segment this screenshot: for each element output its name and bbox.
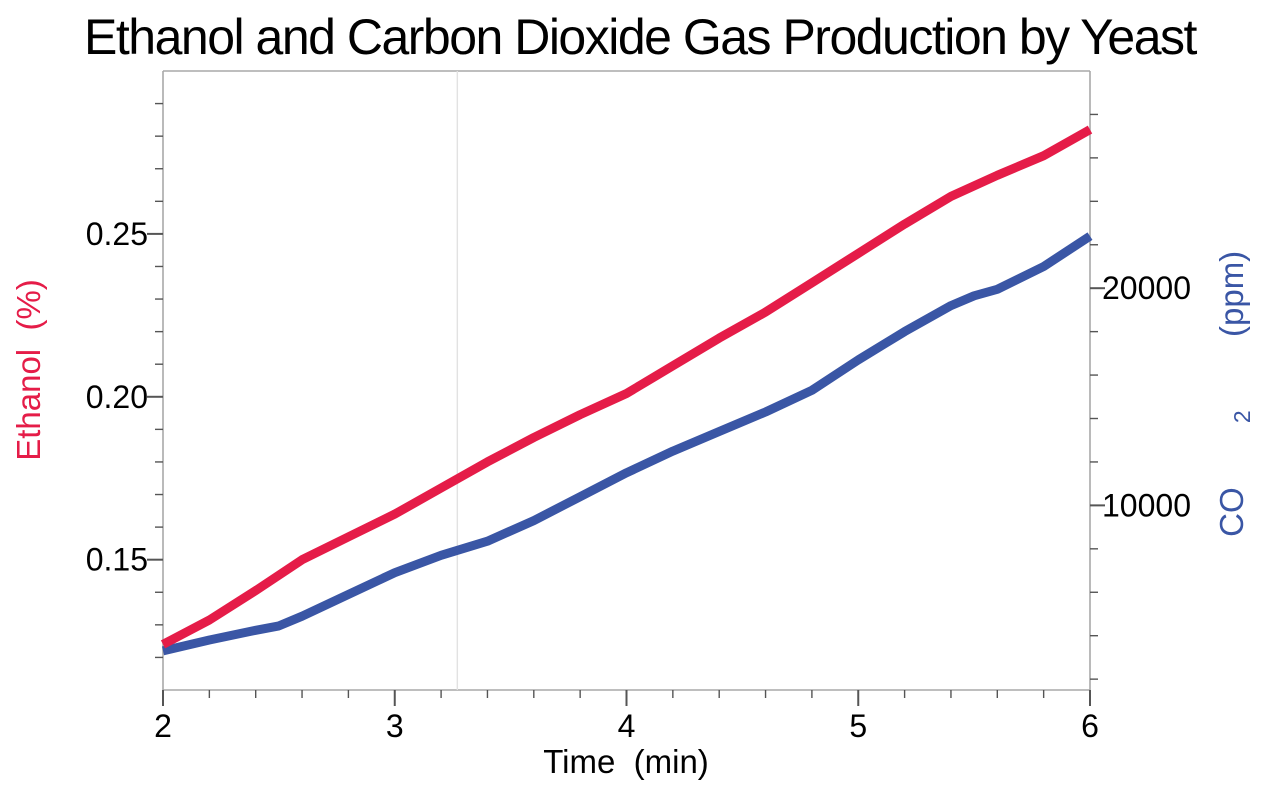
chart-title: Ethanol and Carbon Dioxide Gas Productio… (84, 9, 1197, 65)
y-right-label-rest: (ppm) (1213, 251, 1250, 346)
y-right-axis-label: CO 2 (ppm) (1213, 205, 1257, 601)
plot-frame (162, 70, 1091, 691)
x-tick-label: 5 (849, 708, 867, 744)
co2-line (161, 232, 1093, 656)
y-left-axis-label: Ethanol (%) (10, 279, 47, 461)
x-tick-label: 4 (618, 708, 636, 744)
x-tick-label: 2 (154, 708, 172, 744)
y-left-tick-label: 0.25 (86, 216, 148, 252)
x-tick-label: 3 (386, 708, 404, 744)
y-left-tick-label: 0.15 (86, 542, 148, 578)
y-left-tick-label: 0.20 (86, 379, 148, 415)
x-tick-label: 6 (1081, 708, 1099, 744)
tick-layer (147, 102, 1105, 706)
series-layer (160, 125, 1093, 656)
y-right-tick-label: 10000 (1102, 487, 1191, 523)
y-right-tick-label: 20000 (1102, 270, 1191, 306)
ethanol-line (160, 125, 1093, 649)
y-right-label-base: CO (1213, 487, 1250, 537)
y-right-label-sub: 2 (1229, 410, 1255, 423)
x-axis-label: Time (min) (543, 743, 709, 780)
tick-label-layer: 2 3 4 5 6 0.15 0.20 0.25 10000 20000 (86, 216, 1191, 744)
